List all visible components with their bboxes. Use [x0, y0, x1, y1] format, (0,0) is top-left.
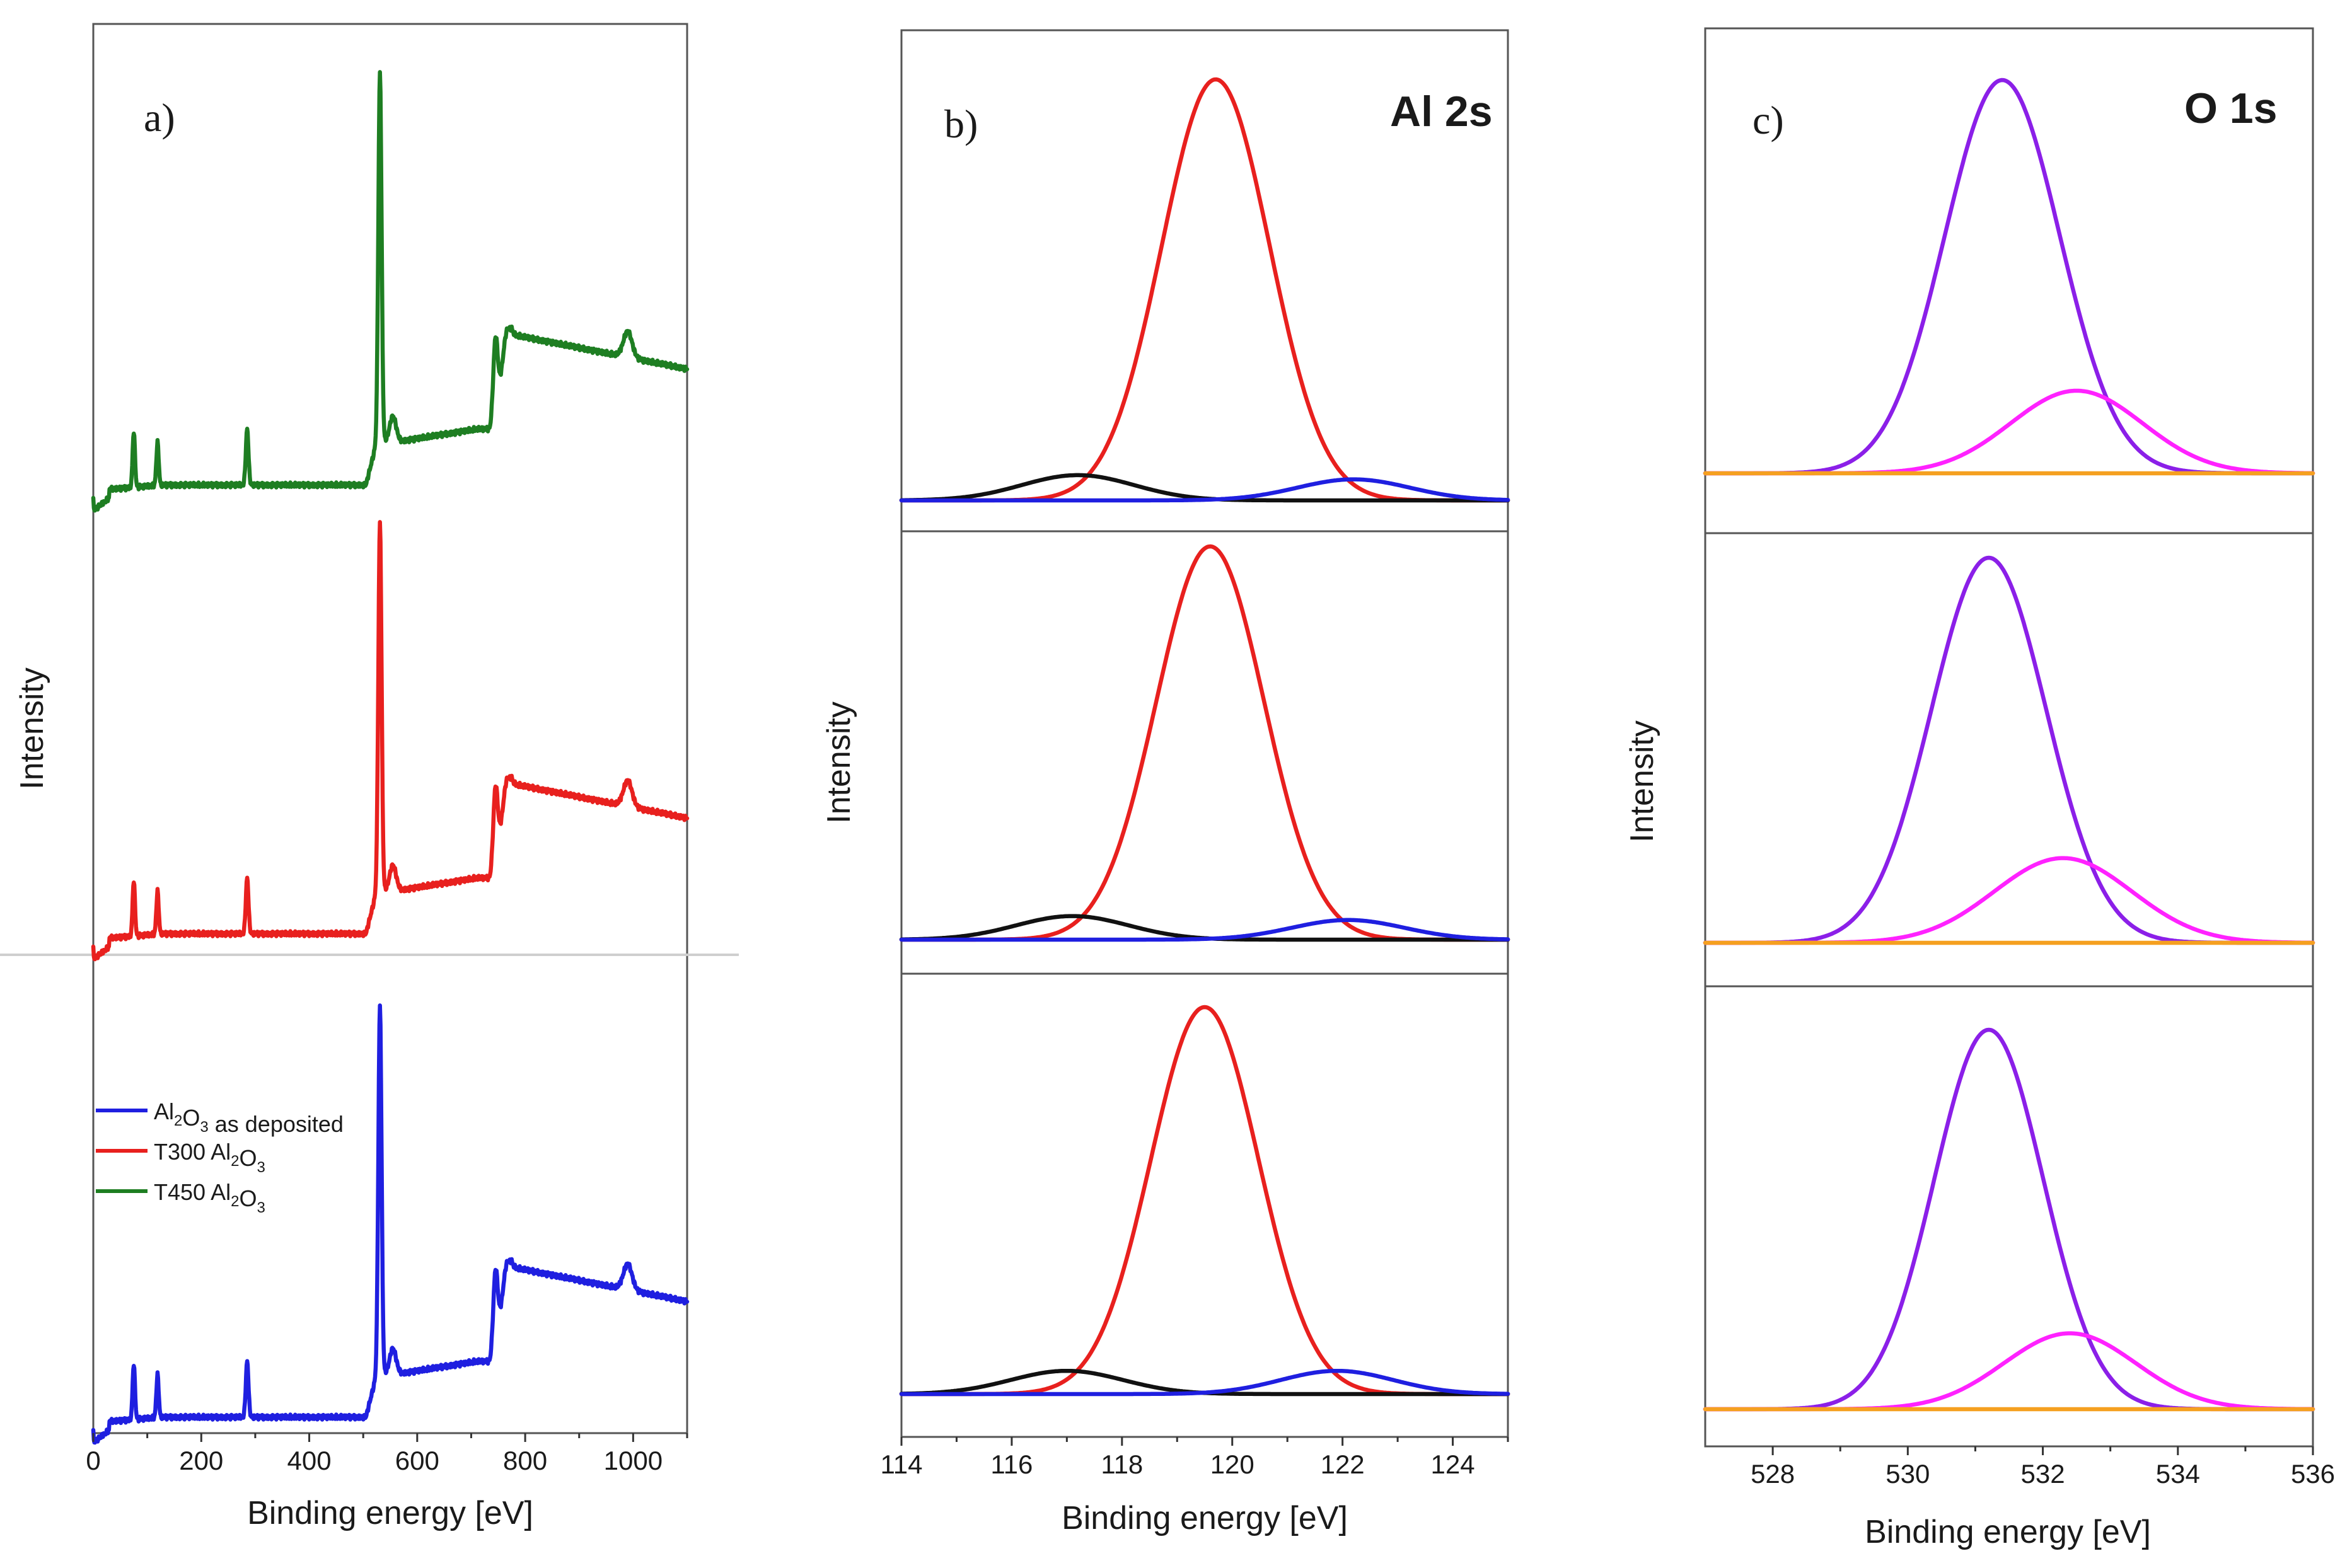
x-tick-label-a-4: 800 — [503, 1446, 547, 1475]
panel-b-ylabel: Intensity — [821, 701, 857, 824]
x-tick-label-b-2: 118 — [1101, 1450, 1143, 1479]
panel-a-ylabel: Intensity — [14, 667, 50, 790]
panel-b-label: b) — [944, 101, 978, 146]
survey-series-0 — [91, 70, 690, 513]
x-tick-label-a-0: 0 — [86, 1446, 100, 1475]
x-tick-label-b-4: 122 — [1321, 1450, 1365, 1479]
panel-b-xlabel: Binding energy [eV] — [1062, 1500, 1348, 1536]
survey-series-1 — [91, 520, 690, 962]
x-tick-label-a-2: 400 — [287, 1446, 332, 1475]
panel-c-label: c) — [1752, 98, 1784, 142]
x-tick-label-a-3: 600 — [395, 1446, 439, 1475]
panel-b-title: Al 2s — [1390, 88, 1493, 135]
panel-c-o1s-spectrum: 528 530 532 534 536 c) O 1s Binding energy [… — [1624, 27, 2335, 1550]
x-tick-label-c-2: 532 — [2021, 1459, 2065, 1489]
legend-label-0: Al2O3 as deposited — [154, 1098, 344, 1137]
panel-a-survey-spectrum: 0 200 400 600 800 1000 a) Binding energy [eV]… — [0, 23, 739, 1531]
x-tick-label-c-4: 536 — [2291, 1459, 2335, 1489]
x-tick-label-a-5: 1000 — [604, 1446, 663, 1475]
x-tick-label-b-1: 116 — [990, 1450, 1033, 1479]
x-tick-label-a-1: 200 — [179, 1446, 223, 1475]
x-tick-label-c-1: 530 — [1886, 1459, 1930, 1489]
legend-label-1: T300 Al2O3 — [154, 1139, 265, 1176]
panel-b-al2s-spectrum: 114 116 118 120 122 124 b) Al 2s Binding ener… — [821, 29, 1510, 1536]
fit-curve-b-bottom-2 — [899, 1368, 1510, 1397]
panel-a-xlabel: Binding energy [eV] — [247, 1495, 533, 1531]
panel-c-title: O 1s — [2184, 84, 2277, 132]
survey-series-2 — [91, 1003, 690, 1445]
x-tick-label-b-3: 120 — [1210, 1450, 1254, 1479]
fit-curve-b-middle-2 — [899, 918, 1510, 942]
panel-c-ylabel: Intensity — [1624, 720, 1660, 843]
fit-curve-b-top-2 — [899, 477, 1510, 503]
x-tick-label-c-3: 534 — [2156, 1459, 2200, 1489]
panel-a-label: a) — [144, 95, 175, 140]
panel-c-xlabel: Binding energy [eV] — [1865, 1514, 2151, 1550]
legend-label-2: T450 Al2O3 — [154, 1179, 265, 1216]
x-tick-label-b-5: 124 — [1431, 1450, 1475, 1479]
x-tick-label-c-0: 528 — [1751, 1459, 1795, 1489]
x-tick-label-b-0: 114 — [881, 1450, 923, 1479]
